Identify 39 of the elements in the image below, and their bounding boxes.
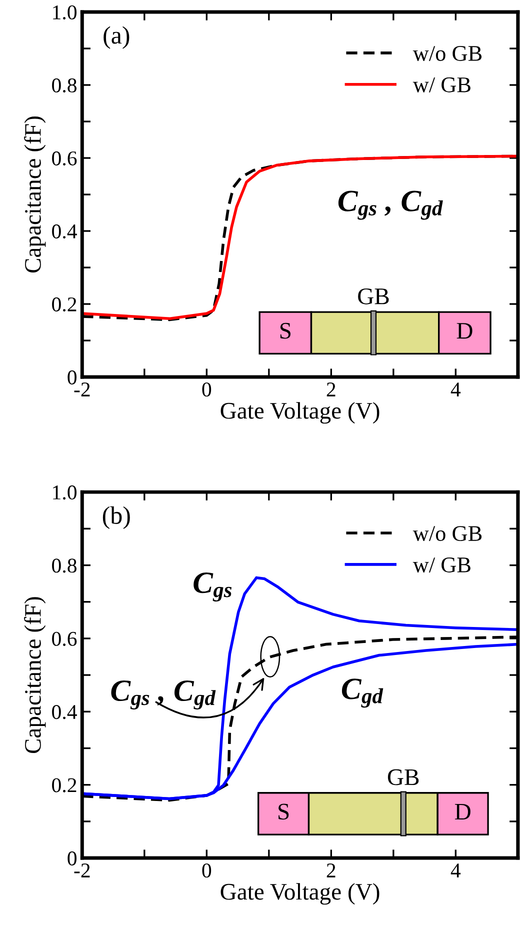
annotation: GB: [358, 288, 389, 304]
y-tick-label: 0.4: [52, 224, 77, 239]
legend-label: w/o GB: [412, 526, 482, 542]
y-tick-label: 0.8: [52, 558, 77, 573]
x-tick-label: 2: [326, 382, 336, 396]
annotation: S: [278, 804, 289, 820]
x-tick-label: -2: [74, 382, 90, 396]
y-axis-title: Capacitance (fF): [24, 597, 46, 754]
annotation: C$_{gs}$ , C$_{gd}$: [338, 190, 443, 220]
annotation: C$_{gd}$: [342, 678, 384, 708]
y-tick-label: 0: [68, 370, 77, 384]
annotation: GB: [388, 769, 419, 786]
y-tick-label: 0.6: [52, 151, 77, 166]
y-tick-label: 1.0: [53, 485, 77, 500]
y-tick-label: 0.6: [52, 632, 77, 646]
y-tick-label: 0.2: [52, 297, 76, 312]
legend-label: w/o GB: [412, 46, 482, 61]
y-tick-label: 0.8: [52, 78, 77, 93]
x-axis-title: Gate Voltage (V): [220, 883, 380, 905]
x-axis-title: Gate Voltage (V): [220, 402, 380, 424]
annotation: (a): [104, 26, 130, 49]
x-tick-label: 0: [202, 382, 212, 397]
annotation: (b): [102, 506, 130, 530]
y-tick-label: 0.2: [52, 778, 76, 792]
y-tick-label: 1.0: [53, 5, 77, 20]
legend-label: w/ GB: [412, 558, 470, 572]
x-tick-label: 4: [450, 382, 461, 396]
annotation: S: [280, 322, 291, 339]
y-tick-label: 0: [68, 851, 77, 866]
annotation: D: [454, 804, 470, 820]
annotation: C$_{gs}$: [194, 572, 232, 602]
y-tick-label: 0.4: [52, 705, 77, 720]
x-tick-label: 4: [450, 864, 461, 878]
x-tick-label: 0: [202, 863, 212, 878]
legend-label: w/ GB: [412, 77, 470, 92]
y-axis-title: Capacitance (fF): [24, 116, 46, 273]
x-tick-label: -2: [74, 864, 90, 878]
x-tick-label: 2: [326, 864, 336, 878]
annotation: D: [456, 323, 472, 339]
